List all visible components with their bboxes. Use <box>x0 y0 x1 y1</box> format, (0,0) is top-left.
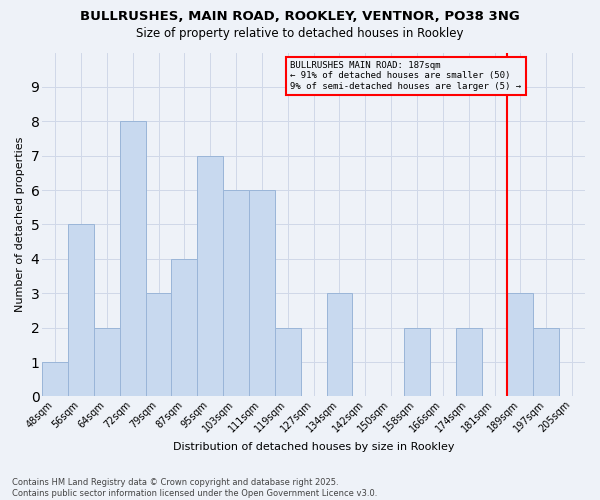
Bar <box>42 362 68 396</box>
Bar <box>120 122 146 396</box>
Bar <box>456 328 482 396</box>
Bar <box>275 328 301 396</box>
Text: BULLRUSHES MAIN ROAD: 187sqm
← 91% of detached houses are smaller (50)
9% of sem: BULLRUSHES MAIN ROAD: 187sqm ← 91% of de… <box>290 61 521 91</box>
Bar <box>172 259 197 396</box>
Text: Size of property relative to detached houses in Rookley: Size of property relative to detached ho… <box>136 28 464 40</box>
Text: Contains HM Land Registry data © Crown copyright and database right 2025.
Contai: Contains HM Land Registry data © Crown c… <box>12 478 377 498</box>
Bar <box>68 224 94 396</box>
Bar <box>249 190 275 396</box>
Bar <box>326 294 352 397</box>
Bar <box>197 156 223 396</box>
Y-axis label: Number of detached properties: Number of detached properties <box>15 137 25 312</box>
Bar <box>94 328 120 396</box>
Bar <box>533 328 559 396</box>
Bar <box>508 294 533 397</box>
Bar <box>223 190 249 396</box>
Bar <box>146 294 172 397</box>
Bar <box>404 328 430 396</box>
X-axis label: Distribution of detached houses by size in Rookley: Distribution of detached houses by size … <box>173 442 454 452</box>
Text: BULLRUSHES, MAIN ROAD, ROOKLEY, VENTNOR, PO38 3NG: BULLRUSHES, MAIN ROAD, ROOKLEY, VENTNOR,… <box>80 10 520 23</box>
